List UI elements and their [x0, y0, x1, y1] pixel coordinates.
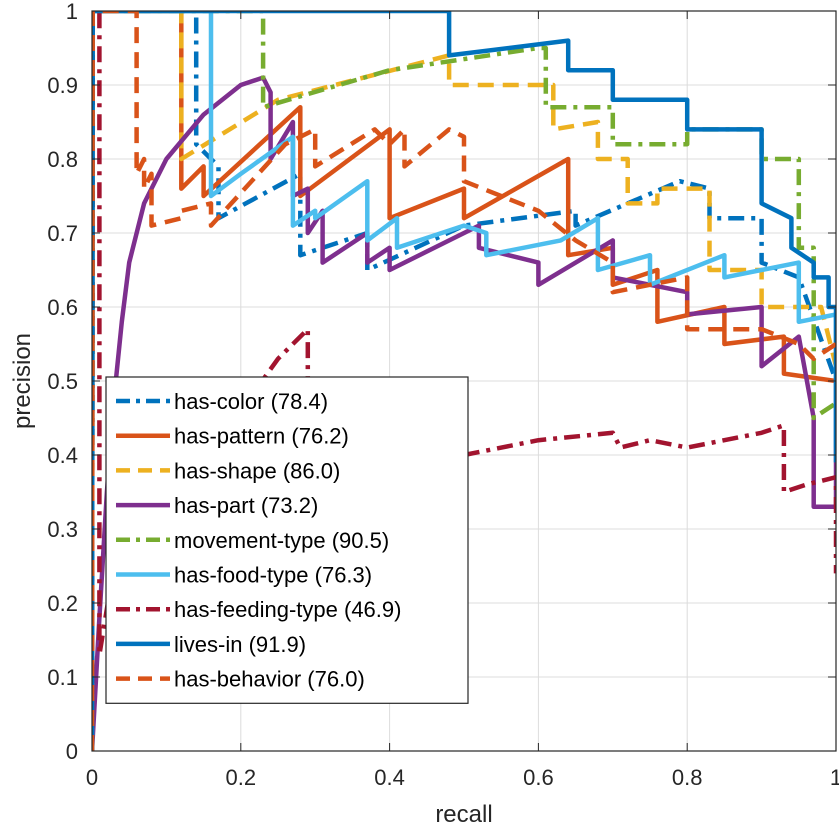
y-tick-label: 0.5 — [47, 369, 78, 394]
series-lives-in — [92, 11, 836, 751]
series-has-shape — [92, 11, 836, 751]
legend-label-has-color: has-color (78.4) — [174, 389, 328, 414]
series-has-part — [92, 75, 836, 751]
legend-label-has-food-type: has-food-type (76.3) — [174, 563, 372, 588]
legend-label-has-part: has-part (73.2) — [174, 493, 318, 518]
series-movement-type — [92, 11, 836, 751]
y-tick-label: 0.9 — [47, 73, 78, 98]
series-has-food-type — [92, 11, 836, 751]
legend-label-lives-in: lives-in (91.9) — [174, 632, 306, 657]
y-tick-label: 0.1 — [47, 665, 78, 690]
legend-label-movement-type: movement-type (90.5) — [174, 528, 389, 553]
y-tick-label: 0.2 — [47, 591, 78, 616]
legend-label-has-behavior: has-behavior (76.0) — [174, 667, 365, 692]
y-tick-label: 1 — [66, 0, 78, 24]
x-tick-label: 0.8 — [672, 765, 703, 790]
x-tick-label: 0.6 — [523, 765, 554, 790]
legend: has-color (78.4) has-pattern (76.2) has-sh… — [105, 376, 469, 704]
y-axis-label: precision — [9, 333, 36, 429]
y-tick-label: 0 — [66, 739, 78, 764]
series-has-color — [92, 11, 836, 751]
legend-label-has-shape: has-shape (86.0) — [174, 458, 340, 483]
x-tick-label: 0 — [86, 765, 98, 790]
legend-label-has-feeding-type: has-feeding-type (46.9) — [174, 597, 401, 622]
y-tick-label: 0.7 — [47, 221, 78, 246]
y-tick-label: 0.6 — [47, 295, 78, 320]
x-tick-label: 0.4 — [374, 765, 405, 790]
series-has-pattern — [92, 11, 836, 751]
x-tick-label: 1 — [830, 765, 839, 790]
y-tick-label: 0.4 — [47, 443, 78, 468]
series-layer — [92, 11, 836, 751]
y-tick-label: 0.3 — [47, 517, 78, 542]
x-axis-label: recall — [435, 801, 492, 828]
y-tick-label: 0.8 — [47, 147, 78, 172]
axis-ticks: 0 0.2 0.4 0.6 0.8 1 0 0.1 0.2 0.3 0.4 0.5 0.6 0.7 0.8 0… — [47, 0, 839, 790]
legend-label-has-pattern: has-pattern (76.2) — [174, 424, 349, 449]
series-has-behavior — [92, 11, 836, 751]
x-tick-label: 0.2 — [226, 765, 257, 790]
